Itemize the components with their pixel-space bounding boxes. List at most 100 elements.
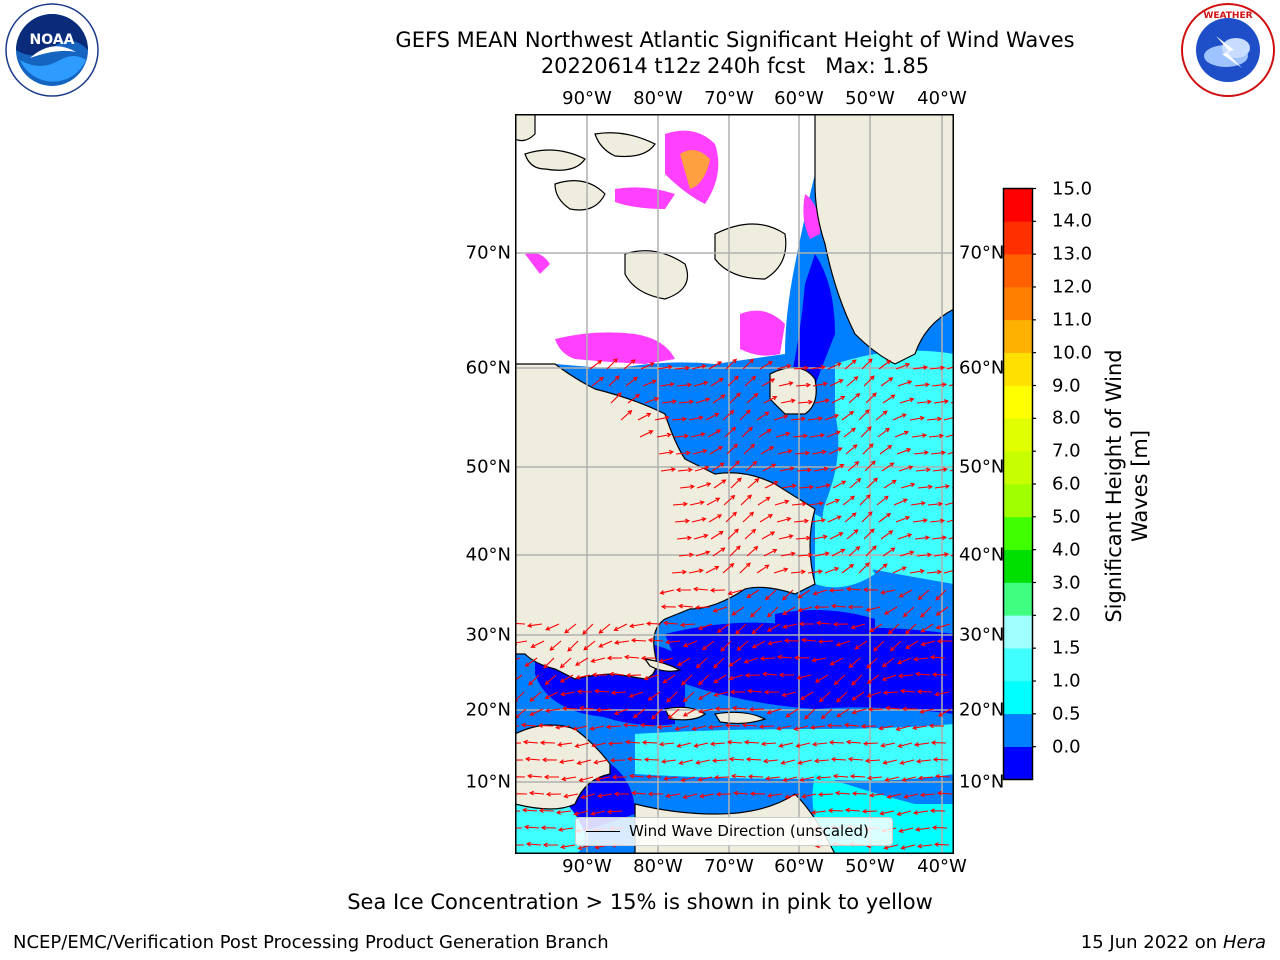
wave-arrow	[541, 757, 558, 763]
colorbar-tick-label: 4.0	[1052, 539, 1081, 561]
wave-arrow	[866, 775, 883, 781]
lon-tick-top: 40°W	[917, 88, 967, 109]
wave-arrow	[795, 535, 812, 541]
lon-tick-top: 70°W	[704, 88, 754, 109]
wave-arrow	[828, 740, 845, 745]
wave-arrow	[899, 550, 915, 557]
wave-arrow	[762, 758, 779, 764]
wave-arrow	[828, 447, 843, 455]
wave-arrow	[883, 844, 899, 850]
wave-arrow	[841, 410, 855, 421]
wave-arrow	[626, 756, 643, 762]
colorbar-cell	[1003, 287, 1033, 321]
wave-arrow	[776, 725, 792, 731]
lon-tick-bottom: 50°W	[845, 856, 895, 877]
wave-arrow	[726, 443, 739, 455]
wave-arrow	[773, 414, 789, 421]
wave-arrow	[796, 467, 813, 473]
wave-arrow	[783, 638, 800, 644]
wave-arrow	[628, 691, 644, 698]
wave-arrow	[656, 432, 672, 438]
wave-arrow	[933, 552, 950, 557]
wave-arrow	[696, 482, 712, 489]
wave-arrow	[545, 791, 562, 797]
wave-arrow	[881, 674, 897, 682]
wave-arrow	[608, 671, 625, 677]
wave-arrow	[862, 587, 879, 593]
wave-arrow	[608, 375, 620, 387]
wave-arrow	[926, 569, 943, 575]
wave-arrow	[743, 443, 756, 455]
wave-arrow	[764, 775, 781, 781]
wave-arrow	[854, 640, 868, 650]
wave-arrow	[656, 724, 673, 730]
wave-arrow	[804, 708, 816, 720]
wave-arrow	[682, 793, 698, 800]
wave-arrow	[515, 844, 524, 846]
wave-arrow	[716, 623, 730, 633]
wave-arrow	[662, 620, 679, 626]
wave-arrow	[895, 725, 911, 732]
wave-arrow	[678, 399, 695, 405]
wave-arrow	[836, 708, 850, 718]
wave-arrow	[697, 623, 713, 630]
wave-arrow	[793, 365, 810, 371]
wave-arrow	[748, 707, 765, 712]
wave-arrow	[643, 674, 659, 681]
colorbar-cell	[1003, 648, 1033, 682]
wave-arrow	[593, 688, 610, 694]
wave-arrow	[560, 691, 576, 697]
wave-arrow	[674, 725, 690, 731]
wave-arrow	[810, 364, 826, 370]
wave-arrow	[678, 759, 694, 766]
wave-arrow	[729, 392, 741, 404]
wave-arrow	[843, 427, 856, 438]
colorbar-tick-label: 0.5	[1052, 703, 1081, 725]
wave-arrow	[679, 484, 696, 490]
wave-arrow	[929, 365, 946, 371]
wave-arrow	[880, 377, 894, 387]
wave-arrow	[543, 657, 555, 669]
wave-arrow	[817, 792, 834, 797]
wave-arrow	[813, 466, 829, 472]
wave-arrow	[710, 530, 724, 540]
wave-arrow	[917, 775, 934, 781]
wave-arrow	[916, 399, 933, 405]
wave-arrow	[624, 739, 641, 745]
wave-arrow	[515, 725, 520, 727]
wave-arrow	[654, 415, 670, 421]
wave-arrow	[697, 776, 713, 782]
wave-arrow	[554, 724, 571, 730]
wave-arrow	[613, 791, 630, 797]
colorbar-tick-label: 7.0	[1052, 440, 1081, 462]
legend-line-sample	[586, 831, 620, 832]
lon-tick-top: 80°W	[633, 88, 683, 109]
colorbar-cell	[1003, 385, 1033, 419]
wave-arrow	[884, 606, 898, 615]
wave-arrow	[889, 640, 902, 652]
wave-arrow	[884, 705, 901, 711]
wave-arrow	[720, 640, 732, 652]
wave-arrow	[894, 430, 910, 438]
wave-arrow	[523, 824, 540, 830]
wave-arrow	[525, 841, 542, 847]
wave-arrow	[572, 725, 588, 731]
wave-arrow	[897, 742, 913, 749]
wave-arrow	[845, 444, 858, 455]
wave-arrow	[676, 742, 692, 748]
wave-arrow	[793, 725, 809, 732]
wave-arrow	[851, 791, 868, 796]
wave-arrow	[526, 623, 543, 628]
wave-arrow	[709, 741, 726, 747]
wave-arrow	[695, 397, 711, 404]
wave-arrow	[797, 606, 813, 613]
wave-arrow	[905, 623, 917, 635]
wave-arrow	[606, 809, 623, 815]
colorbar-cell	[1003, 484, 1033, 518]
lat-tick-left: 60°N	[465, 357, 511, 379]
wave-arrow	[727, 375, 739, 387]
wave-arrow	[831, 395, 846, 404]
wave-arrow	[903, 793, 919, 799]
wave-arrow	[878, 359, 892, 370]
wave-arrow	[743, 657, 759, 664]
